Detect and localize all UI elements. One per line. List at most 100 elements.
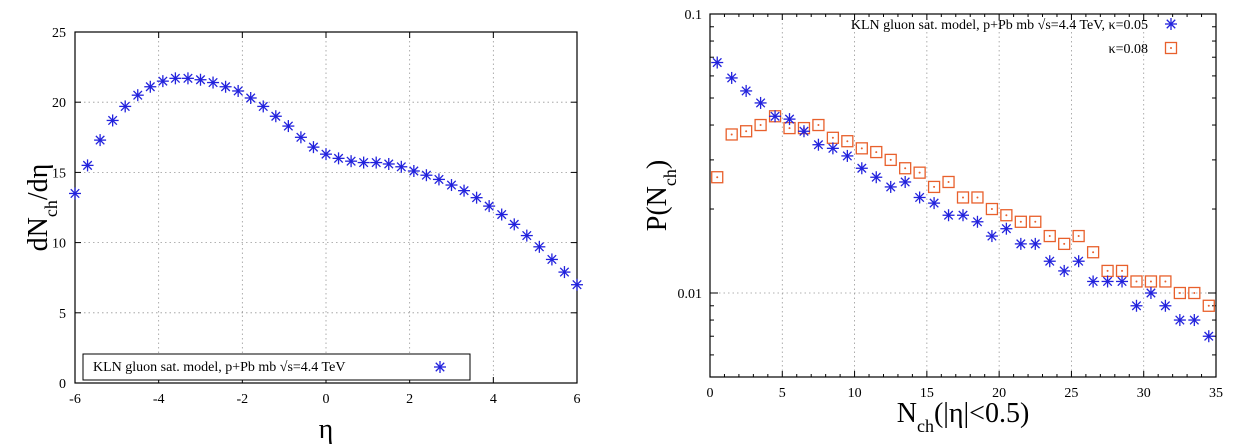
y-tick-label: 5: [59, 307, 66, 322]
marker-stroke: [900, 177, 910, 187]
data-point: [812, 138, 825, 151]
marker-stroke: [220, 82, 231, 92]
marker-stroke: [484, 201, 494, 211]
data-point: [1188, 286, 1201, 300]
data-point: [181, 72, 194, 85]
marker-dot: [1164, 280, 1167, 283]
x-tick-label: -2: [236, 392, 248, 407]
data-point: [1202, 330, 1215, 343]
data-point: [458, 184, 471, 197]
x-tick-label: 35: [1209, 386, 1223, 401]
marker-stroke: [770, 111, 780, 121]
marker-stroke: [258, 101, 268, 112]
marker-stroke: [547, 254, 557, 265]
marker-stroke: [170, 73, 181, 84]
data-point: [1043, 229, 1056, 243]
x-tick-label: 10: [848, 386, 862, 401]
marker-stroke: [1131, 301, 1142, 311]
data-point: [257, 100, 270, 113]
data-point: [740, 84, 753, 97]
marker-square: [1144, 275, 1158, 288]
marker-dot: [759, 124, 762, 127]
data-point: [520, 229, 533, 242]
data-point: [855, 142, 868, 155]
data-point: [119, 100, 132, 113]
x-axis-label: Nch(|η|<0.5): [897, 398, 1030, 436]
marker-square: [855, 142, 868, 155]
marker-square: [739, 125, 753, 138]
legend-label: KLN gluon sat. model, p+Pb mb √s=4.4 TeV: [93, 360, 345, 375]
data-point: [1101, 264, 1114, 278]
data-point: [282, 120, 295, 133]
marker-stroke: [784, 114, 795, 124]
data-point: [1043, 255, 1056, 268]
data-point: [508, 218, 521, 231]
marker-stroke: [871, 172, 881, 182]
x-tick-label: 30: [1137, 386, 1151, 401]
data-point: [407, 164, 420, 177]
marker-stroke: [943, 210, 954, 220]
marker-stroke: [233, 86, 243, 96]
data-point: [495, 208, 508, 221]
marker-stroke: [1204, 331, 1214, 341]
y-tick-label: 15: [52, 166, 66, 181]
marker-square: [1000, 209, 1013, 222]
marker-stroke: [446, 180, 457, 190]
marker-square: [1086, 246, 1100, 259]
data-point: [483, 200, 496, 213]
y-tick-label: 20: [52, 96, 66, 111]
data-point: [558, 266, 571, 279]
marker-square: [1159, 275, 1172, 288]
marker-square: [1029, 215, 1042, 228]
data-point: [232, 84, 245, 97]
data-point: [870, 171, 883, 184]
x-tick-label: -6: [69, 392, 81, 407]
marker-stroke: [183, 73, 193, 84]
data-point: [971, 215, 984, 228]
data-point: [1159, 299, 1172, 312]
left-chart: -6 -4 -2 0 2 4 6 0 5 10 15 20 25 KLN gluon sat. model…: [23, 26, 583, 444]
marker-square: [812, 118, 825, 132]
data-point: [1014, 237, 1027, 250]
data-point: [207, 76, 220, 89]
marker-dot: [1019, 220, 1022, 223]
marker-stroke: [471, 192, 482, 203]
marker-stroke: [82, 160, 93, 171]
data-point: [1144, 275, 1158, 288]
x-tick-label: 0: [323, 392, 330, 407]
data-point: [370, 156, 383, 169]
data-point: [1144, 287, 1157, 300]
marker-dot: [788, 127, 791, 130]
marker-stroke: [435, 362, 445, 372]
marker-stroke: [914, 192, 925, 203]
marker-square: [1058, 237, 1071, 251]
marker-stroke: [741, 86, 751, 96]
marker-square: [956, 191, 970, 204]
data-point: [1086, 246, 1100, 259]
marker-stroke: [522, 230, 532, 241]
marker-stroke: [371, 157, 381, 168]
marker-stroke: [1175, 315, 1185, 325]
data-point: [855, 162, 868, 175]
marker-stroke: [755, 98, 766, 108]
marker-stroke: [1189, 315, 1200, 325]
marker-dot: [1063, 242, 1066, 245]
data-point: [1072, 229, 1085, 243]
marker-stroke: [271, 111, 281, 121]
data-point: [269, 110, 282, 123]
marker-stroke: [1146, 288, 1156, 298]
data-point: [841, 149, 854, 162]
marker-dot: [1048, 235, 1051, 238]
marker-dot: [1149, 280, 1152, 283]
marker-stroke: [842, 151, 853, 161]
marker-stroke: [434, 174, 444, 185]
legend-marker: [434, 361, 446, 373]
marker-dot: [904, 167, 907, 170]
x-tick-label: -4: [153, 392, 165, 407]
data-point: [144, 80, 157, 93]
marker-stroke: [158, 76, 168, 86]
data-point: [1173, 314, 1186, 327]
marker-dot: [976, 196, 979, 199]
marker-dot: [1034, 220, 1037, 223]
data-point: [81, 159, 94, 172]
